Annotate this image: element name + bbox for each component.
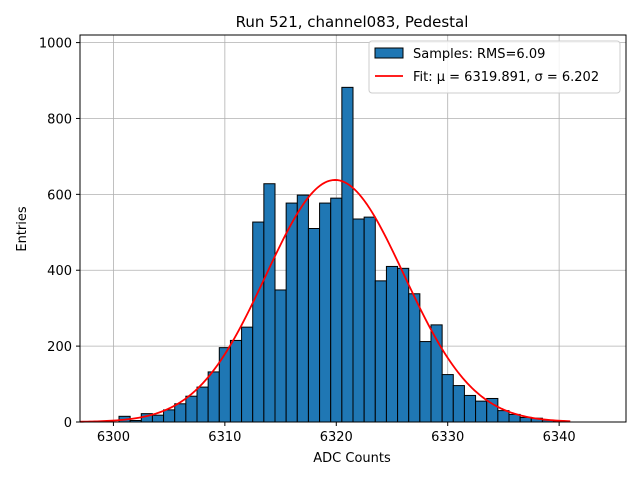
histogram-bar-3 [151, 414, 165, 423]
histogram-bar-16 [296, 194, 309, 423]
histogram-bar-4 [163, 409, 176, 423]
y-tick-label-2: 400 [47, 264, 72, 279]
x-axis-ticks: 6300 6310 6320 6330 6340 [97, 422, 576, 445]
x-tick-label-2: 6320 [320, 430, 353, 445]
y-tick-label-0: 0 [64, 416, 72, 431]
histogram-bar-31 [463, 394, 477, 423]
legend-box [368, 40, 621, 94]
histogram-bar-25 [397, 267, 410, 423]
histogram-bar-32 [475, 400, 488, 423]
histogram-bar-22 [363, 216, 376, 423]
histogram-bars [118, 86, 566, 423]
histogram-bar-18 [319, 202, 332, 423]
legend: Samples: RMS=6.09 Fit: μ = 6319.891, σ =… [368, 40, 621, 94]
histogram-bar-5 [174, 403, 187, 423]
y-tick-label-1: 200 [47, 340, 72, 355]
x-tick-label-3: 6330 [431, 430, 464, 445]
histogram-bar-34 [497, 410, 510, 423]
histogram-bar-8 [207, 371, 220, 423]
histogram-bar-10 [229, 339, 243, 423]
legend-label-fit: Fit: μ = 6319.891, σ = 6.202 [413, 70, 599, 85]
legend-label-samples: Samples: RMS=6.09 [413, 47, 545, 62]
histogram-bar-23 [374, 280, 387, 423]
gaussian-fit-line [79, 179, 571, 423]
histogram-bar-7 [196, 386, 209, 423]
histogram-bar-26 [408, 293, 421, 423]
histogram-bar-15 [285, 202, 298, 423]
histogram-bar-27 [419, 341, 432, 423]
x-tick-label-4: 6340 [543, 430, 576, 445]
histogram-bar-19 [330, 197, 343, 423]
histogram-bar-24 [385, 265, 399, 423]
histogram-bar-6 [185, 395, 198, 423]
y-tick-label-5: 1000 [39, 37, 72, 52]
chart-title: Run 521, channel083, Pedestal [236, 13, 469, 31]
y-tick-label-3: 600 [47, 188, 72, 203]
histogram-bar-20 [341, 86, 354, 423]
histogram-bar-11 [241, 326, 254, 423]
plot-frame [79, 34, 627, 423]
x-axis-label: ADC Counts [313, 451, 391, 466]
histogram-bar-21 [352, 218, 365, 423]
legend-swatch-samples [374, 47, 404, 59]
histogram-bar-30 [452, 385, 465, 423]
x-tick-label-0: 6300 [97, 430, 130, 445]
histogram-bar-13 [263, 183, 276, 423]
y-axis-label: Entries [15, 206, 30, 252]
x-tick-label-1: 6310 [208, 430, 241, 445]
histogram-bar-12 [252, 221, 265, 423]
histogram-bar-14 [274, 289, 287, 423]
y-axis-ticks: 0 200 400 600 800 1000 [39, 37, 80, 431]
histogram-bar-29 [441, 374, 454, 423]
y-tick-label-4: 800 [47, 112, 72, 127]
histogram-bar-17 [307, 228, 321, 423]
